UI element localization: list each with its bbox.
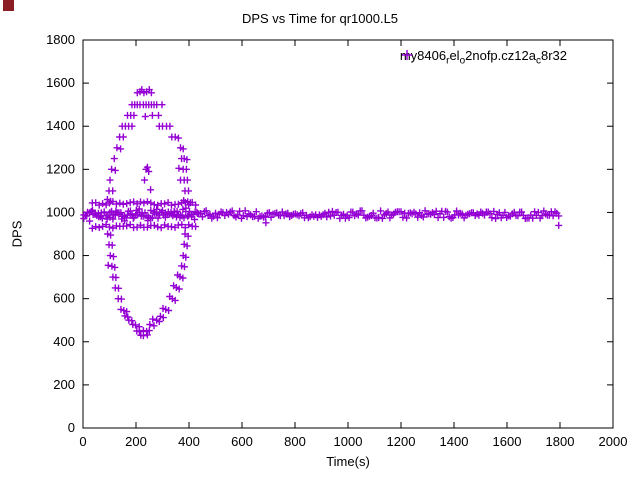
x-tick-label: 2000 [599,434,628,449]
screen-corner-artifact [3,0,14,11]
legend: my8406relo2nofp.cz12ac8r32 [400,48,580,67]
x-tick-label: 400 [178,434,200,449]
x-tick-label: 600 [231,434,253,449]
y-tick-label: 800 [53,248,75,263]
legend-series-label: my8406relo2nofp.cz12ac8r32 [399,48,567,67]
x-tick-label: 1000 [334,434,363,449]
x-tick-label: 1400 [440,434,469,449]
plot-border [82,39,614,429]
y-tick-label: 1200 [46,161,75,176]
x-tick-label: 200 [125,434,147,449]
scatter-points [80,86,563,340]
axis-ticks: 0 200 400 600 800 1000 1200 1400 1600 1800 2000 0 20… [46,32,627,449]
x-tick-label: 1800 [546,434,575,449]
x-axis-label: Time(s) [326,454,370,469]
y-tick-label: 0 [68,420,75,435]
x-tick-label: 1600 [493,434,522,449]
y-tick-label: 1400 [46,118,75,133]
y-tick-label: 400 [53,334,75,349]
y-tick-label: 200 [53,377,75,392]
y-tick-label: 1000 [46,204,75,219]
y-tick-label: 1600 [46,75,75,90]
x-tick-label: 800 [284,434,306,449]
chart-title: DPS vs Time for qr1000.L5 [241,11,399,26]
y-tick-label: 600 [53,291,75,306]
y-axis-label: DPS [9,220,25,248]
x-tick-label: 0 [79,434,86,449]
y-tick-label: 1800 [46,32,75,47]
x-tick-label: 1200 [387,434,416,449]
